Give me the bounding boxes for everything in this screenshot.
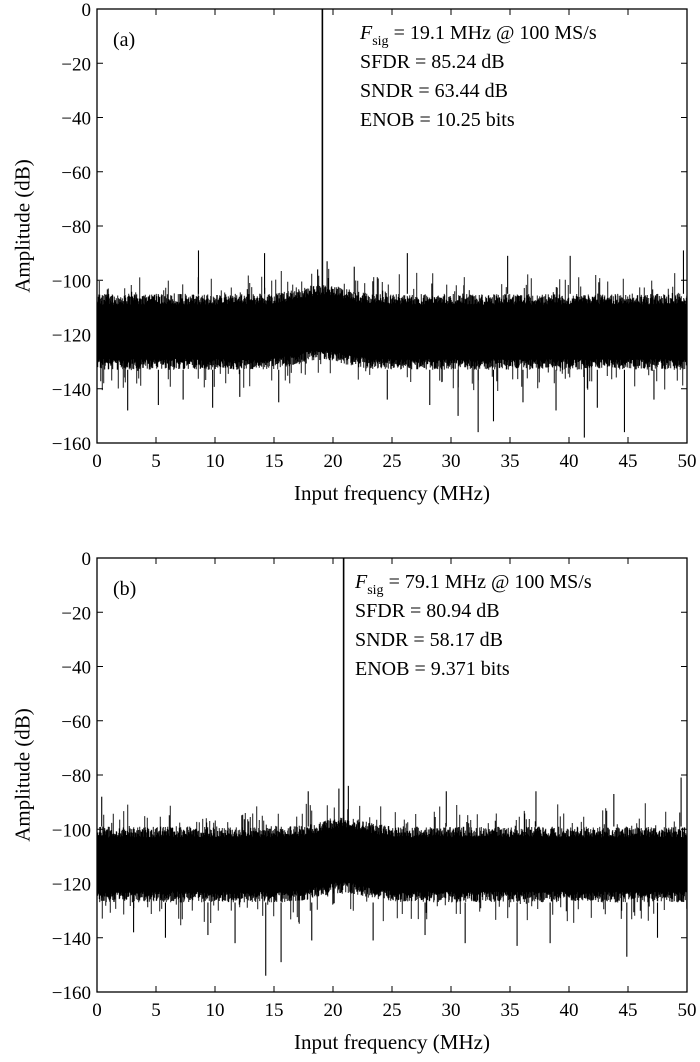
fsig-subscript: sig: [367, 583, 383, 598]
y-tick-label: −100: [52, 271, 91, 292]
x-tick-label: 40: [560, 1000, 579, 1021]
annotation-sfdr: SFDR = 85.24 dB: [360, 51, 505, 73]
ticks-a: [96, 8, 688, 444]
noise-floor-a: [96, 268, 688, 391]
plot-frame-b: [96, 557, 688, 993]
y-tick-label: −40: [61, 658, 91, 679]
x-tick-label: 45: [619, 1000, 638, 1021]
x-tick-label: 0: [92, 1000, 102, 1021]
panel-label: (b): [113, 578, 136, 600]
annotation-sfdr: SFDR = 80.94 dB: [355, 600, 500, 622]
x-tick-label: 20: [324, 451, 343, 472]
y-tick-label: −20: [61, 603, 91, 624]
y-tick-label: −40: [61, 109, 91, 130]
x-axis-title: Input frequency (MHz): [294, 1030, 490, 1054]
spikes-a: [127, 250, 685, 438]
annotation-enob: ENOB = 10.25 bits: [360, 109, 515, 131]
x-tick-labels-b: 0 5 10 15 20 25 30 35 40 45 50: [92, 1000, 696, 1021]
x-tick-label: 25: [383, 451, 402, 472]
x-tick-label: 35: [501, 1000, 520, 1021]
y-tick-label: −60: [61, 712, 91, 733]
y-tick-label: −140: [52, 380, 91, 401]
y-tick-labels-b: 0 −20 −40 −60 −80 −100 −120 −140 −160: [52, 549, 91, 1004]
x-tick-label: 10: [206, 1000, 225, 1021]
x-tick-label: 20: [324, 1000, 343, 1021]
y-tick-label: −160: [52, 983, 91, 1004]
x-tick-label: 30: [442, 451, 461, 472]
annotation-enob: ENOB = 9.371 bits: [355, 658, 510, 680]
noise-floor-trace: [96, 803, 688, 926]
fsig-value: = 79.1 MHz @ 100 MS/s: [384, 571, 592, 593]
fsig-subscript: sig: [372, 34, 388, 49]
x-tick-label: 15: [265, 1000, 284, 1021]
y-axis-title: Amplitude (dB): [10, 708, 34, 842]
panel-b: 0 5 10 15 20 25 30 35 40 45 50 0 −20 −40…: [10, 549, 696, 1054]
panel-a: 0 5 10 15 20 25 30 35 40 45 50 0 −20 −40…: [10, 0, 696, 505]
noise-floor-trace: [96, 268, 688, 391]
annotation-sndr: SNDR = 58.17 dB: [355, 629, 503, 651]
annotation-sndr: SNDR = 63.44 dB: [360, 80, 508, 102]
y-tick-label: −80: [61, 217, 91, 238]
x-axis-title: Input frequency (MHz): [294, 481, 490, 505]
plot-frame-a: [96, 8, 688, 444]
annotation-fsig: Fsig = 19.1 MHz @ 100 MS/s: [359, 22, 597, 49]
fsig-symbol: F: [359, 22, 373, 44]
x-tick-label: 30: [442, 1000, 461, 1021]
y-tick-label: −80: [61, 766, 91, 787]
y-axis-title: Amplitude (dB): [10, 159, 34, 293]
x-tick-label: 15: [265, 451, 284, 472]
x-tick-label: 45: [619, 451, 638, 472]
x-tick-label: 35: [501, 451, 520, 472]
fsig-symbol: F: [354, 571, 368, 593]
y-tick-label: 0: [82, 549, 92, 570]
y-tick-label: −60: [61, 163, 91, 184]
panel-label: (a): [113, 29, 135, 51]
x-tick-label: 10: [206, 451, 225, 472]
noise-floor-b: [96, 803, 688, 926]
x-tick-labels-a: 0 5 10 15 20 25 30 35 40 45 50: [92, 451, 696, 472]
y-tick-label: −120: [52, 326, 91, 347]
y-tick-label: −140: [52, 929, 91, 950]
y-tick-label: −160: [52, 434, 91, 455]
x-tick-label: 0: [92, 451, 102, 472]
x-tick-label: 50: [678, 451, 697, 472]
x-tick-label: 5: [151, 1000, 161, 1021]
annotation-fsig: Fsig = 79.1 MHz @ 100 MS/s: [354, 571, 592, 598]
x-tick-label: 50: [678, 1000, 697, 1021]
spikes-b: [101, 777, 682, 976]
y-tick-label: 0: [82, 0, 92, 21]
ticks-b: [96, 557, 688, 993]
y-tick-label: −100: [52, 820, 91, 841]
y-tick-label: −20: [61, 54, 91, 75]
x-tick-label: 5: [151, 451, 161, 472]
fsig-value: = 19.1 MHz @ 100 MS/s: [389, 22, 597, 44]
y-tick-labels-a: 0 −20 −40 −60 −80 −100 −120 −140 −160: [52, 0, 91, 455]
x-tick-label: 40: [560, 451, 579, 472]
x-tick-label: 25: [383, 1000, 402, 1021]
y-tick-label: −120: [52, 875, 91, 896]
